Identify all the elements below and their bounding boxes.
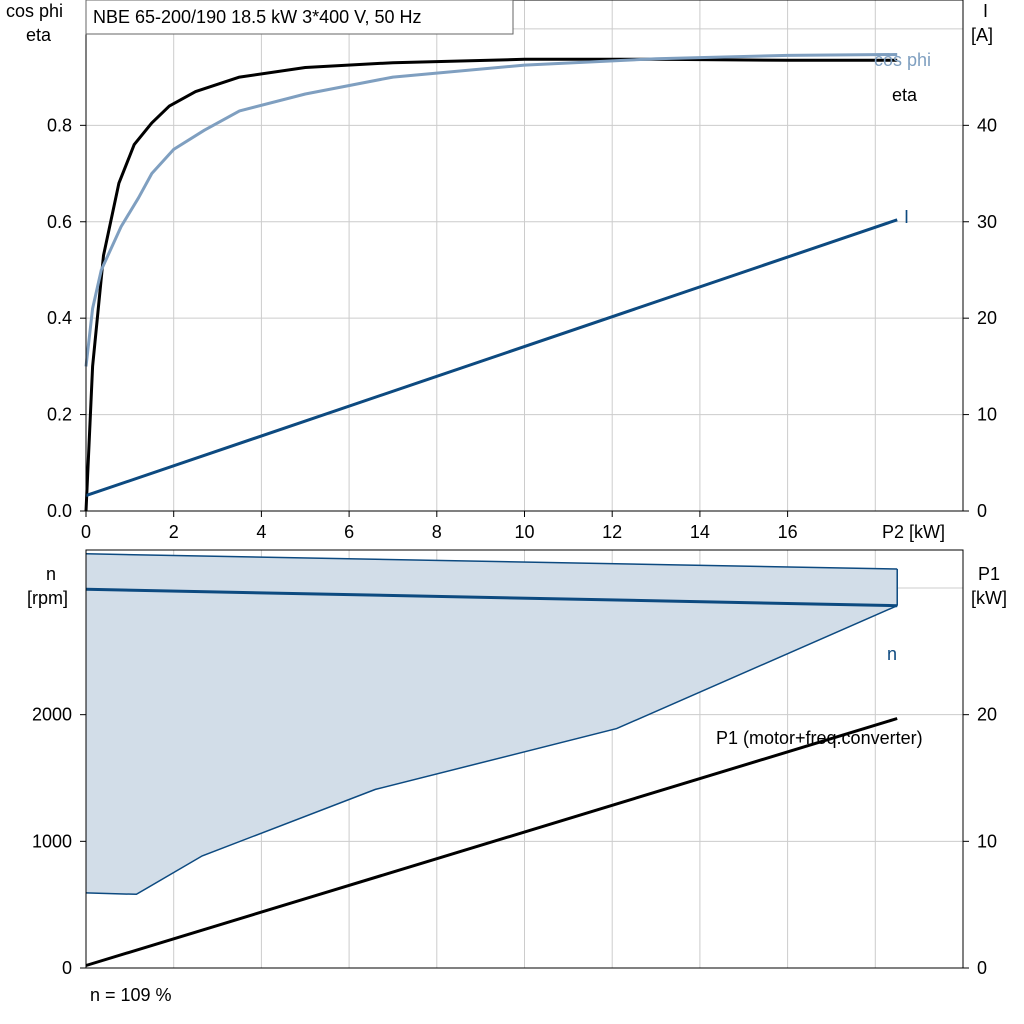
right-tick-label: 40: [977, 115, 997, 135]
right-axis-unit-current: [A]: [971, 25, 993, 45]
bottom-right-axis-label-p1: P1: [978, 564, 1000, 584]
series-label-cosphi: cos phi: [874, 50, 931, 70]
series-label-current: I: [904, 207, 909, 227]
bottom-right-tick-label: 0: [977, 958, 987, 978]
bottom-left-axis-label-n: n: [46, 564, 56, 584]
bottom-right-axis-unit-kw: [kW]: [971, 588, 1007, 608]
x-tick-label: 12: [602, 522, 622, 542]
left-tick-label: 0.6: [47, 212, 72, 232]
bottom-left-axis-unit-rpm: [rpm]: [27, 588, 68, 608]
title-box: [85, 0, 514, 35]
bottom-right-tick-label: 10: [977, 831, 997, 851]
chart-title: NBE 65-200/190 18.5 kW 3*400 V, 50 Hz: [93, 7, 422, 27]
left-tick-label: 0.0: [47, 501, 72, 521]
operating-range-area: [86, 553, 898, 895]
top-chart-grid: [86, 0, 963, 511]
x-tick-label: 14: [690, 522, 710, 542]
p1-curve: [85, 717, 898, 967]
max-speed-boundary: [85, 553, 898, 570]
bottom-right-tick-label: 20: [977, 705, 997, 725]
bottom-plot-frame: [85, 549, 964, 969]
right-tick-label: 0: [977, 501, 987, 521]
min-speed-boundary: [85, 605, 898, 896]
x-tick-label: 10: [514, 522, 534, 542]
series-label-p1: P1 (motor+freq.converter): [716, 728, 923, 748]
top-right-tick-labels: 0 10 20 30 40: [963, 115, 997, 521]
eta-curve: [84, 57, 898, 512]
speed-footnote: n = 109 %: [90, 985, 172, 1005]
x-axis-label: P2 [kW]: [882, 522, 945, 542]
speed-operating-range: [85, 553, 898, 896]
cos-phi-curve: [84, 53, 898, 367]
bottom-left-tick-label: 1000: [32, 831, 72, 851]
bottom-chart-series: [85, 587, 898, 967]
x-tick-label: 8: [432, 522, 442, 542]
right-tick-label: 30: [977, 212, 997, 232]
x-tick-label: 4: [256, 522, 266, 542]
speed-curve: [85, 587, 898, 608]
left-tick-label: 0.2: [47, 405, 72, 425]
bottom-left-tick-label: 0: [62, 958, 72, 978]
right-axis-label-current: I: [983, 1, 988, 21]
left-axis-label-cosphi: cos phi: [6, 1, 63, 21]
bottom-right-tick-labels: 0 10 20: [963, 705, 997, 978]
x-tick-label: 6: [344, 522, 354, 542]
series-label-speed: n: [887, 644, 897, 664]
right-tick-label: 10: [977, 405, 997, 425]
top-x-tick-labels: 0 2 4 6 8 10 12 14 16: [81, 511, 798, 542]
right-tick-label: 20: [977, 308, 997, 328]
x-tick-label: 2: [169, 522, 179, 542]
left-tick-label: 0.4: [47, 308, 72, 328]
current-curve: [85, 218, 898, 498]
series-label-eta: eta: [892, 85, 918, 105]
x-tick-label: 16: [778, 522, 798, 542]
left-tick-label: 0.8: [47, 115, 72, 135]
x-tick-label: 0: [81, 522, 91, 542]
left-axis-label-eta: eta: [26, 25, 52, 45]
top-left-tick-labels: 0.0 0.2 0.4 0.6 0.8: [47, 115, 86, 521]
bottom-left-tick-label: 2000: [32, 705, 72, 725]
bottom-left-tick-labels: 0 1000 2000: [32, 705, 86, 978]
top-chart-series: [84, 53, 898, 512]
